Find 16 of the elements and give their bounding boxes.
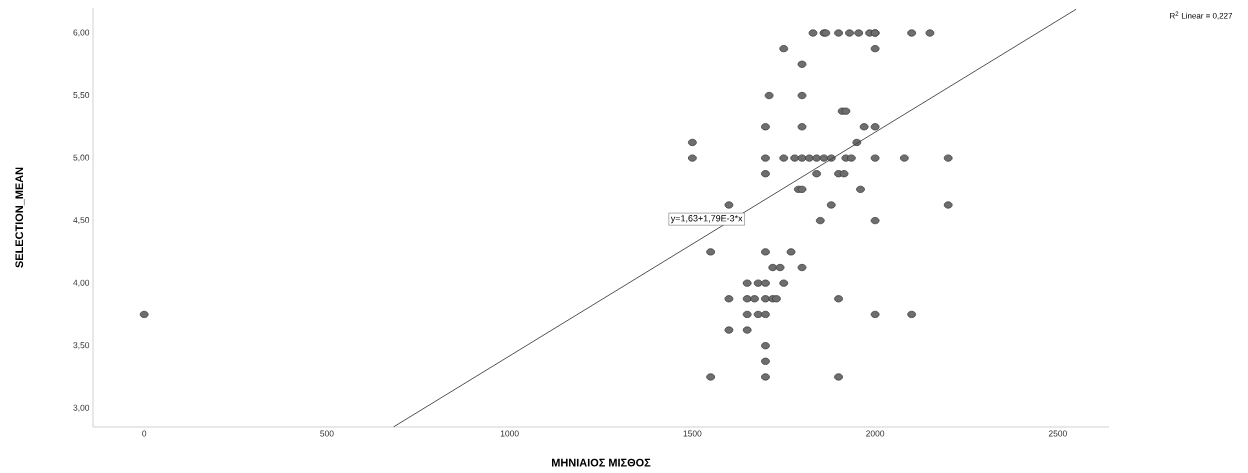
x-tick-label: 500 xyxy=(320,430,334,437)
y-tick-label: 5,00 xyxy=(73,154,90,162)
x-tick-label: 1000 xyxy=(500,430,519,437)
y-tick-label: 4,50 xyxy=(73,217,90,225)
y-axis-title: SELECTION_MEAN xyxy=(15,167,25,268)
y-tick-label: 4,00 xyxy=(73,279,90,287)
x-tick-label: 2000 xyxy=(866,430,885,437)
x-tick-label: 2500 xyxy=(1048,430,1067,437)
y-tick-label: 3,50 xyxy=(73,342,90,350)
x-tick-label: 0 xyxy=(142,430,147,437)
y-tick-label: 5,50 xyxy=(73,92,90,100)
x-tick-label: 1500 xyxy=(683,430,702,437)
y-tick-label: 6,00 xyxy=(73,29,90,37)
x-axis-title: ΜΗΝΙΑΙΟΣ ΜΙΣΘΟΣ xyxy=(552,458,651,467)
annotation: y=1,63+1,79E-3*x xyxy=(670,215,743,224)
y-tick-label: 3,00 xyxy=(73,404,90,412)
